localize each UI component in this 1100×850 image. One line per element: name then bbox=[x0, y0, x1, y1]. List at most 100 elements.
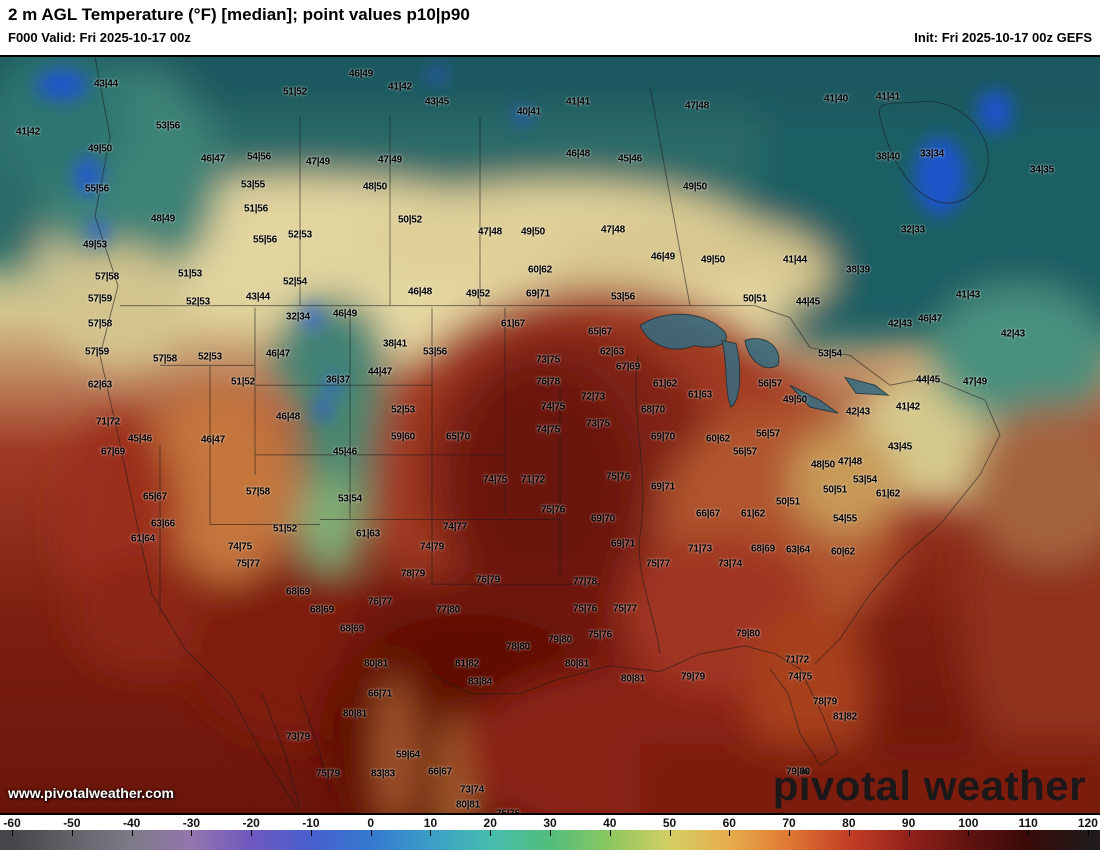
point-value: 63|64 bbox=[785, 544, 811, 556]
temperature-field-image bbox=[0, 57, 1100, 813]
point-value: 76|77 bbox=[367, 596, 393, 608]
point-value: 47|49 bbox=[377, 154, 403, 166]
colorbar-tick-label: 70 bbox=[782, 816, 796, 830]
point-value: 53|56 bbox=[610, 291, 636, 303]
point-value: 68|69 bbox=[309, 604, 335, 616]
point-value: 63|66 bbox=[150, 518, 176, 530]
point-value: 38|41 bbox=[382, 338, 408, 350]
point-value: 74|75 bbox=[227, 541, 253, 553]
colorbar-tick-mark bbox=[370, 830, 372, 836]
point-value: 62|63 bbox=[87, 379, 113, 391]
point-value: 48|50 bbox=[810, 459, 836, 471]
init-time-label: Init: Fri 2025-10-17 00z GEFS bbox=[914, 30, 1092, 45]
page-title: 2 m AGL Temperature (°F) [median]; point… bbox=[8, 5, 470, 24]
point-value: 79|80 bbox=[547, 634, 573, 646]
point-value: 61|62 bbox=[740, 508, 766, 520]
colorbar-tick-label: 120 bbox=[1077, 816, 1098, 830]
point-value: 52|53 bbox=[287, 229, 313, 241]
site-watermark: www.pivotalweather.com bbox=[8, 785, 174, 801]
header: 2 m AGL Temperature (°F) [median]; point… bbox=[0, 0, 1100, 55]
point-value: 46|49 bbox=[332, 308, 358, 320]
great-lakes bbox=[639, 313, 890, 414]
colorbar-tick-label: 10 bbox=[423, 816, 438, 830]
point-value: 44|47 bbox=[367, 366, 393, 378]
colorbar-tick-mark bbox=[310, 830, 312, 836]
point-value: 46|48 bbox=[407, 286, 433, 298]
colorbar-tick-label: 80 bbox=[842, 816, 856, 830]
point-value: 75|79 bbox=[315, 768, 341, 780]
point-value: 65|67 bbox=[142, 491, 168, 503]
point-value: 48|49 bbox=[150, 213, 176, 225]
point-value: 76|79 bbox=[475, 574, 501, 586]
point-value: 51|56 bbox=[243, 203, 269, 215]
point-value: 71|72 bbox=[784, 654, 810, 666]
point-value: 71|72 bbox=[520, 474, 546, 486]
colorbar-tick-label: -10 bbox=[302, 816, 320, 830]
point-value: 75|76 bbox=[540, 504, 566, 516]
point-value: 34|35 bbox=[1029, 164, 1055, 176]
colorbar-tick-mark bbox=[191, 830, 193, 836]
point-value: 75|76 bbox=[605, 471, 631, 483]
point-value: 61|63 bbox=[687, 389, 713, 401]
point-value: 52|53 bbox=[390, 404, 416, 416]
point-value: 71|72 bbox=[95, 416, 121, 428]
point-value: 46|49 bbox=[650, 251, 676, 263]
colorbar-tick-label: 90 bbox=[901, 816, 916, 830]
point-value: 47|48 bbox=[684, 100, 710, 112]
point-value: 75|77 bbox=[612, 603, 638, 615]
point-value: 55|56 bbox=[84, 183, 110, 195]
point-value: 80|81 bbox=[363, 658, 389, 670]
point-value: 61|63 bbox=[355, 528, 381, 540]
point-value: 43|44 bbox=[245, 291, 271, 303]
point-value: 46|47 bbox=[917, 313, 943, 325]
colorbar-tick-label: -20 bbox=[242, 816, 260, 830]
point-value: 62|63 bbox=[599, 346, 625, 358]
point-value: 77|80 bbox=[435, 604, 461, 616]
colorbar-tick-label: -60 bbox=[3, 816, 21, 830]
point-value: 60|62 bbox=[830, 546, 856, 558]
point-value: 78|79 bbox=[812, 696, 838, 708]
point-value: 61|67 bbox=[500, 318, 526, 330]
point-value: 54|56 bbox=[246, 151, 272, 163]
point-value: 66|67 bbox=[695, 508, 721, 520]
point-value: 49|50 bbox=[700, 254, 726, 266]
point-value: 79|79 bbox=[680, 671, 706, 683]
colorbar-strip bbox=[0, 830, 1100, 850]
point-value: 69|71 bbox=[610, 538, 636, 550]
point-value: 53|55 bbox=[240, 179, 266, 191]
point-value: 69|70 bbox=[650, 431, 676, 443]
colorbar-tick-label: -30 bbox=[182, 816, 201, 830]
brand-watermark: pivotal weather bbox=[772, 762, 1086, 809]
point-value: 68|69 bbox=[750, 543, 776, 555]
point-value: 75|76 bbox=[572, 603, 598, 615]
point-value: 80|81 bbox=[342, 708, 368, 720]
point-value: 65|67 bbox=[587, 326, 613, 338]
point-value: 49|50 bbox=[87, 143, 113, 155]
point-value: 74|75 bbox=[535, 424, 561, 436]
point-value: 73|75 bbox=[535, 354, 561, 366]
point-value: 72|73 bbox=[580, 391, 606, 403]
point-value: 46|48 bbox=[565, 148, 591, 160]
colorbar-tick-mark bbox=[848, 830, 850, 836]
colorbar-tick-label: 110 bbox=[1018, 816, 1038, 830]
point-value: 43|45 bbox=[424, 96, 450, 108]
colorbar-tick-mark bbox=[251, 830, 253, 836]
point-value: 75|77 bbox=[235, 558, 261, 570]
point-value: 75|76 bbox=[495, 808, 521, 815]
point-value: 49|52 bbox=[465, 288, 491, 300]
point-value: 49|50 bbox=[782, 394, 808, 406]
point-value: 68|69 bbox=[285, 586, 311, 598]
colorbar-tick-label: 100 bbox=[958, 816, 979, 830]
point-value: 50|51 bbox=[775, 496, 801, 508]
colorbar-tick-label: 60 bbox=[722, 816, 736, 830]
point-value: 57|58 bbox=[94, 271, 120, 283]
point-value: 61|64 bbox=[130, 533, 156, 545]
header-status-row: F000 Valid: Fri 2025-10-17 00z Init: Fri… bbox=[8, 28, 1092, 48]
point-value: 49|50 bbox=[682, 181, 708, 193]
valid-time-label: F000 Valid: Fri 2025-10-17 00z bbox=[8, 30, 191, 45]
point-value: 79|80 bbox=[735, 628, 761, 640]
point-value: 47|48 bbox=[477, 226, 503, 238]
colorbar-tick-mark bbox=[789, 830, 791, 836]
point-value: 69|71 bbox=[650, 481, 676, 493]
colorbar-tick-mark bbox=[1028, 830, 1030, 836]
